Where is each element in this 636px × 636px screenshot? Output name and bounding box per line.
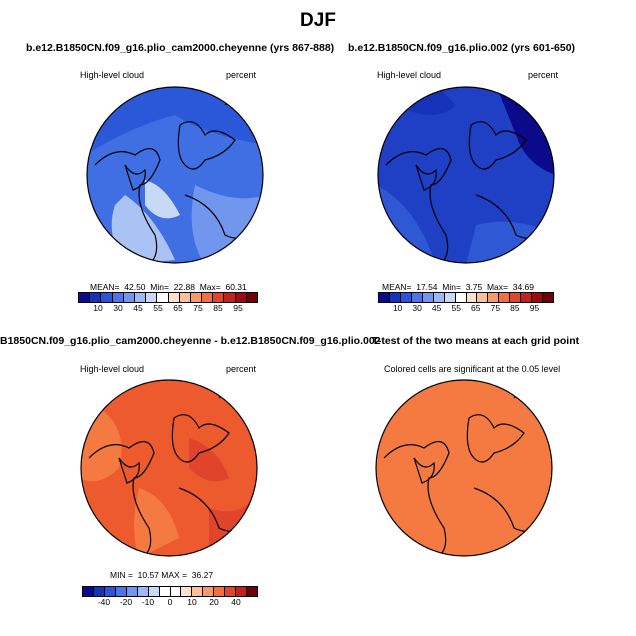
colorbar-swatch (202, 293, 214, 302)
colorbar-swatch (389, 293, 401, 302)
colorbar-swatch (168, 293, 180, 302)
colorbar-swatch (159, 587, 171, 596)
panel1-polar-map (86, 86, 264, 264)
colorbar-swatch (466, 293, 478, 302)
colorbar-tick-label: -40 (97, 597, 111, 607)
colorbar-tick-label: 65 (173, 303, 183, 313)
colorbar-tick-label: 75 (193, 303, 203, 313)
colorbar-swatch (247, 587, 257, 596)
colorbar-swatch (101, 293, 113, 302)
panel1-colorbar: 10 30 45 55 65 75 85 95 (78, 292, 258, 315)
colorbar-tick-label: 85 (213, 303, 223, 313)
colorbar-swatch (214, 587, 226, 596)
colorbar-swatch (213, 293, 225, 302)
panel2-title: b.e12.B1850CN.f09_g16.plio.002 (yrs 601-… (348, 42, 576, 54)
panel1-variable-label: High-level cloud (80, 70, 145, 80)
panel1-title: b.e12.B1850CN.f09_g16.plio_cam2000.cheye… (26, 42, 335, 54)
panel4-polar-map (375, 379, 553, 557)
panel2-units-label: percent (528, 70, 559, 80)
panel1-stats: MEAN= 42.50 Min= 22.88 Max= 60.31 (90, 282, 247, 292)
colorbar-swatch (146, 293, 158, 302)
colorbar-swatch (236, 587, 248, 596)
colorbar-tick-label: 10 (392, 303, 403, 313)
colorbar-swatch (499, 293, 511, 302)
colorbar-swatch (455, 293, 467, 302)
colorbar-tick-label: 30 (412, 303, 422, 313)
colorbar-swatch (510, 293, 522, 302)
colorbar-tick-label: 30 (113, 303, 123, 313)
colorbar-tick-label: 10 (187, 597, 197, 607)
colorbar-swatch (543, 293, 553, 302)
colorbar-swatch (246, 293, 257, 302)
colorbar-tick-label: -20 (119, 597, 133, 607)
colorbar-swatch (235, 293, 247, 302)
colorbar-swatch (112, 293, 124, 302)
panel2-colorbar-swatches (378, 292, 554, 303)
panel1-units-label: percent (226, 70, 257, 80)
panel2-variable-label: High-level cloud (377, 70, 442, 80)
colorbar-tick-label: 75 (490, 303, 501, 313)
colorbar-swatch (225, 587, 237, 596)
colorbar-swatch (190, 293, 203, 302)
colorbar-tick-label: 20 (209, 597, 219, 607)
colorbar-tick-label: 55 (153, 303, 163, 313)
colorbar-swatch (179, 293, 191, 302)
colorbar-swatch (444, 293, 456, 302)
colorbar-swatch (379, 293, 390, 302)
colorbar-swatch (400, 293, 412, 302)
colorbar-tick-label: 95 (529, 303, 540, 313)
colorbar-swatch (123, 293, 135, 302)
colorbar-tick-label: 45 (133, 303, 143, 313)
panel3-stats: MIN = 10.57 MAX = 36.27 (110, 570, 214, 580)
panel1-colorbar-ticks: 10 30 45 55 65 75 85 95 (78, 303, 258, 315)
colorbar-swatch (488, 293, 500, 302)
colorbar-swatch (192, 587, 204, 596)
colorbar-tick-label: 10 (93, 303, 103, 313)
panel4-note: Colored cells are significant at the 0.0… (384, 364, 561, 374)
colorbar-swatch (224, 293, 236, 302)
panel3-variable-label: High-level cloud (80, 364, 145, 374)
colorbar-swatch (181, 587, 193, 596)
colorbar-tick-label: 40 (231, 597, 241, 607)
panel3-polar-map (80, 379, 258, 557)
colorbar-swatch (411, 293, 423, 302)
colorbar-swatch (203, 587, 215, 596)
panel1-colorbar-swatches (78, 292, 258, 303)
colorbar-swatch (93, 587, 105, 596)
colorbar-tick-label: 95 (233, 303, 243, 313)
colorbar-swatch (433, 293, 445, 302)
colorbar-tick-label: 65 (471, 303, 481, 313)
colorbar-swatch (148, 587, 160, 596)
colorbar-swatch (90, 293, 102, 302)
colorbar-swatch (422, 293, 434, 302)
panel3-colorbar-swatches (82, 586, 258, 597)
colorbar-tick-label: 55 (451, 303, 461, 313)
panel3-colorbar: -40 -20 -10 0 10 20 40 (82, 586, 258, 609)
colorbar-swatch (137, 587, 149, 596)
panel3-title: B1850CN.f09_g16.plio_cam2000.cheyenne - … (0, 335, 381, 347)
panel2-colorbar: 10 30 45 55 65 75 85 95 (378, 292, 554, 315)
figure-title: DJF (300, 10, 336, 31)
panel3-colorbar-ticks: -40 -20 -10 0 10 20 40 (82, 597, 258, 609)
colorbar-swatch (83, 587, 94, 596)
colorbar-swatch (104, 587, 116, 596)
panel2-colorbar-ticks: 10 30 45 55 65 75 85 95 (378, 303, 554, 315)
colorbar-swatch (126, 587, 138, 596)
panel4-title: T-test of the two means at each grid poi… (372, 335, 580, 347)
colorbar-swatch (79, 293, 91, 302)
colorbar-tick-label: 45 (431, 303, 442, 313)
colorbar-swatch (157, 293, 169, 302)
colorbar-swatch (532, 293, 544, 302)
panel3-units-label: percent (226, 364, 257, 374)
colorbar-swatch (115, 587, 127, 596)
colorbar-swatch (521, 293, 533, 302)
panel2-polar-map (377, 86, 555, 264)
colorbar-tick-label: 85 (510, 303, 520, 313)
colorbar-tick-label: 0 (167, 597, 173, 607)
colorbar-swatch (477, 293, 489, 302)
colorbar-swatch (170, 587, 182, 596)
panel2-stats: MEAN= 17.54 Min= 3.75 Max= 34.69 (382, 282, 535, 292)
colorbar-swatch (134, 293, 147, 302)
colorbar-tick-label: -10 (141, 597, 155, 607)
